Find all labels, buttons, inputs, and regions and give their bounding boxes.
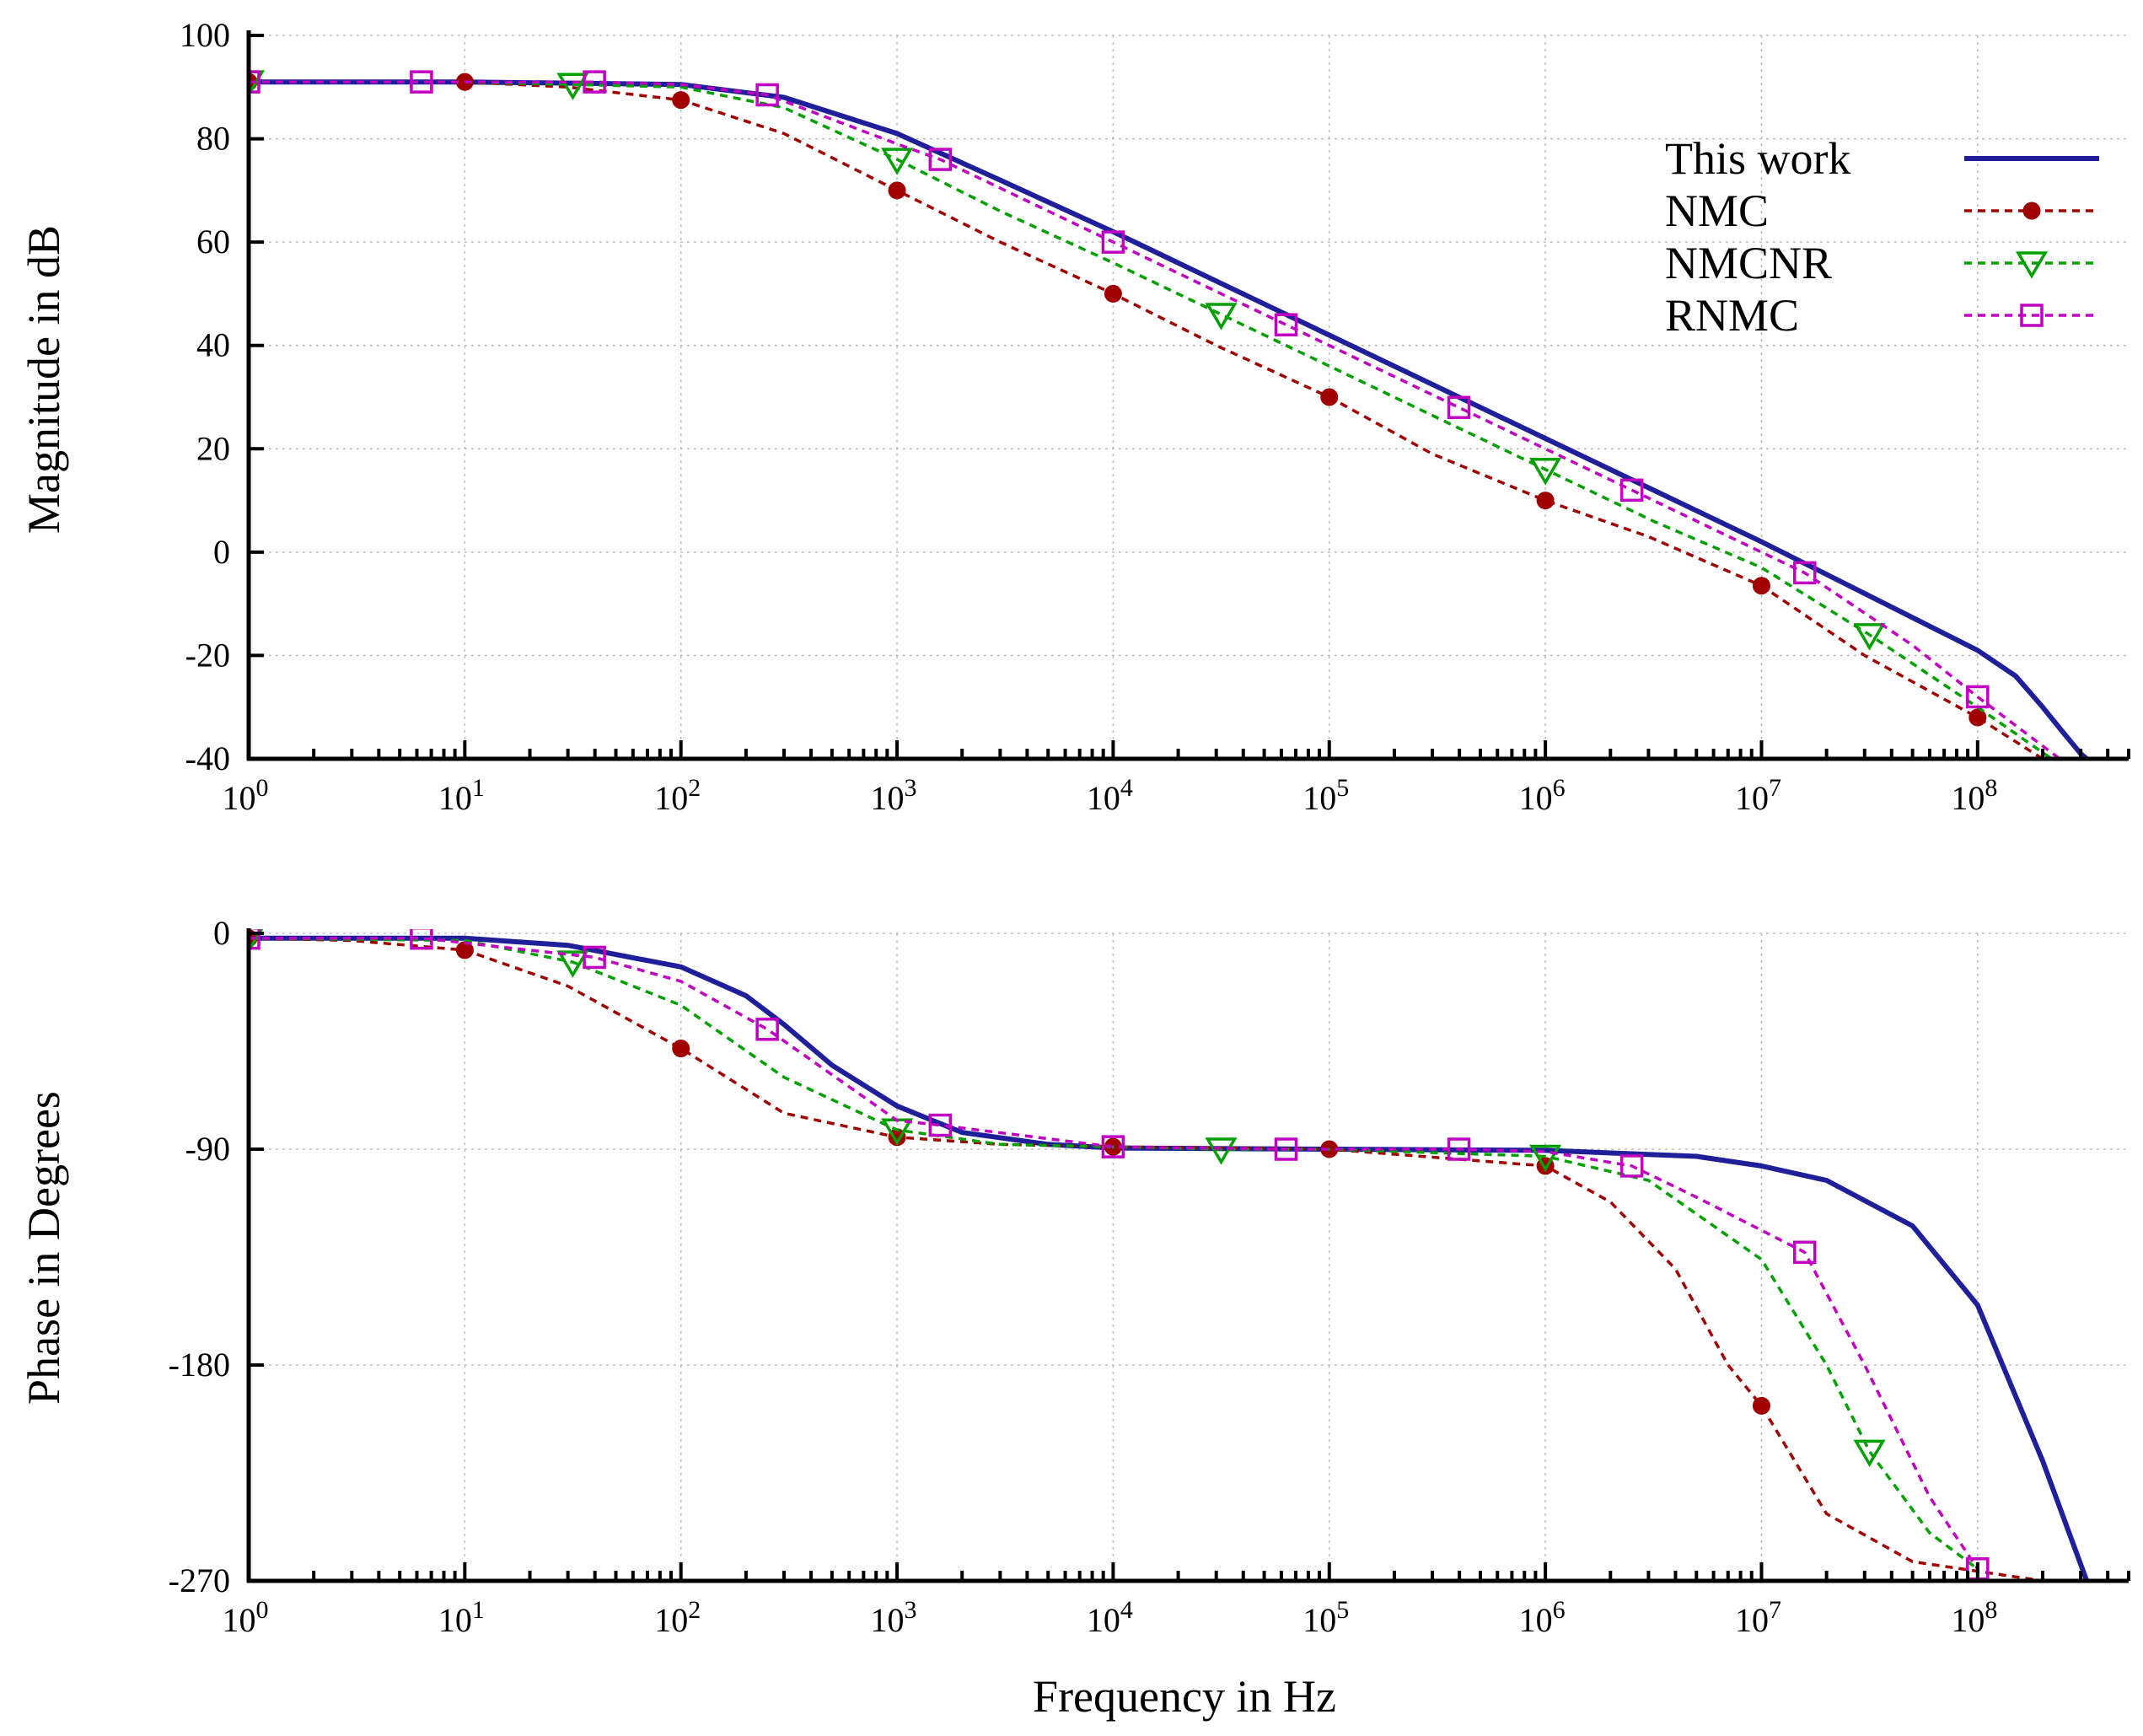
- magnitude-x-tick-label: 104: [1087, 774, 1133, 817]
- magnitude-x-tick-label: 107: [1735, 774, 1781, 817]
- magnitude-grid: [249, 35, 2129, 759]
- legend-item-nmcnr: NMCNR: [1665, 238, 2099, 288]
- phase-x-tick-label: 108: [1951, 1596, 1997, 1639]
- phase-marker-rnmc: [1619, 1154, 1644, 1178]
- phase-marker-nmcnr: [1853, 1439, 1886, 1468]
- phase-x-tick-label: 103: [871, 1596, 917, 1639]
- phase-marker-nmcnr: [1529, 1144, 1562, 1173]
- magnitude-marker-nmcnr: [1529, 458, 1562, 486]
- phase-y-tick-label: 0: [213, 914, 230, 952]
- phase-series-line-nmcnr: [249, 936, 1979, 1571]
- phase-marker-nmcnr: [1205, 1137, 1238, 1165]
- magnitude-x-tick-label: 102: [654, 774, 701, 817]
- magnitude-x-tick-label: 105: [1302, 774, 1349, 817]
- magnitude-marker-nmcnr: [1853, 623, 1886, 651]
- magnitude-x-tick-label: 100: [223, 774, 269, 817]
- phase-marker-rnmc: [1101, 1135, 1125, 1158]
- magnitude-x-tick-label: 101: [438, 774, 485, 817]
- magnitude-series-line-nmc: [249, 80, 2044, 759]
- magnitude-marker-nmc: [888, 181, 906, 200]
- legend-label: NMCNR: [1665, 238, 1832, 288]
- phase-marker-rnmc: [249, 929, 260, 950]
- magnitude-x-tick-label: 106: [1519, 774, 1566, 817]
- legend-marker-sample: [2015, 251, 2049, 279]
- phase-x-tick-label: 105: [1302, 1596, 1349, 1639]
- magnitude-y-tick-label: 60: [196, 223, 230, 261]
- magnitude-marker-rnmc: [755, 83, 779, 107]
- magnitude-marker-rnmc: [249, 70, 260, 94]
- magnitude-marker-nmc: [1104, 284, 1122, 303]
- phase-x-tick-label: 106: [1519, 1596, 1566, 1639]
- magnitude-marker-nmcnr: [1205, 303, 1238, 331]
- magnitude-x-tick-label: 103: [871, 774, 917, 817]
- magnitude-marker-rnmc: [928, 148, 953, 171]
- magnitude-marker-nmc: [1320, 388, 1339, 406]
- phase-y-axis-title: Phase in Degrees: [19, 1091, 69, 1405]
- magnitude-x-tick-label: 108: [1951, 774, 1997, 817]
- magnitude-marker-nmc: [1752, 577, 1770, 595]
- phase-marker-rnmc: [1447, 1137, 1471, 1161]
- magnitude-marker-nmcnr: [880, 148, 914, 175]
- magnitude-y-tick-label: -20: [185, 636, 230, 674]
- legend-item-nmc: NMC: [1665, 185, 2099, 236]
- magnitude-marker-nmc: [1968, 708, 1987, 727]
- legend-item-rnmc: RNMC: [1665, 290, 2099, 341]
- phase-y-tick-label: -270: [169, 1561, 230, 1599]
- magnitude-marker-nmc: [1536, 492, 1555, 510]
- magnitude-marker-nmc: [672, 91, 690, 110]
- legend-label: NMC: [1665, 185, 1769, 236]
- phase-y-tick-label: -90: [185, 1130, 230, 1168]
- phase-curves: [249, 929, 2090, 1581]
- phase-x-tick-label: 100: [223, 1596, 269, 1639]
- magnitude-panel: -40 -20 0 20 40 60 80 100 100 101 102 103 104 105 106 1…: [19, 16, 2130, 817]
- phase-marker-nmcnr: [556, 950, 589, 978]
- phase-marker-rnmc: [1274, 1137, 1298, 1161]
- phase-series-line-rnmc: [249, 936, 1979, 1570]
- phase-x-tick-label: 101: [438, 1596, 485, 1639]
- phase-marker-rnmc: [928, 1113, 953, 1137]
- magnitude-y-tick-label: 100: [180, 16, 230, 54]
- magnitude-marker-rnmc: [1274, 313, 1298, 336]
- phase-marker-rnmc: [583, 945, 606, 970]
- magnitude-y-tick-label: 20: [196, 429, 230, 467]
- phase-marker-rnmc: [410, 929, 433, 950]
- magnitude-marker-nmcnr: [556, 73, 589, 100]
- legend-label: This work: [1665, 133, 1850, 184]
- legend-label: RNMC: [1665, 290, 1799, 341]
- phase-x-tick-label: 104: [1087, 1596, 1133, 1639]
- magnitude-y-tick-label: 40: [196, 326, 230, 364]
- magnitude-marker-rnmc: [1101, 230, 1125, 254]
- magnitude-series-line-rnmc: [249, 80, 2061, 759]
- magnitude-y-axis-title: Magnitude in dB: [19, 225, 69, 534]
- magnitude-marker-rnmc: [1966, 685, 1990, 709]
- phase-marker-nmc: [1752, 1396, 1770, 1415]
- x-axis-title: Frequency in Hz: [1033, 1671, 1336, 1722]
- magnitude-marker-rnmc: [583, 70, 606, 94]
- phase-x-tick-label: 107: [1735, 1596, 1781, 1639]
- phase-marker-nmc: [672, 1040, 690, 1058]
- magnitude-axes: -40 -20 0 20 40 60 80 100 100 101 102 103 104 105 106 1…: [180, 16, 2130, 817]
- phase-axes: -270 -180 -90 0 100 101 102 103 104 105 106 107 108: [169, 914, 2130, 1639]
- legend-item-this-work: This work: [1665, 133, 2099, 184]
- phase-marker-rnmc: [1792, 1240, 1817, 1265]
- phase-marker-rnmc: [755, 1018, 779, 1041]
- legend-marker-sample: [2022, 202, 2041, 220]
- magnitude-marker-rnmc: [1792, 561, 1817, 585]
- magnitude-marker-rnmc: [1447, 395, 1471, 420]
- magnitude-y-tick-label: 80: [196, 120, 230, 158]
- magnitude-marker-rnmc: [410, 70, 433, 94]
- magnitude-y-tick-label: -40: [185, 739, 230, 777]
- magnitude-series-line-nmcnr: [249, 80, 2053, 759]
- phase-x-tick-label: 102: [654, 1596, 701, 1639]
- magnitude-marker-rnmc: [1619, 478, 1644, 503]
- magnitude-y-tick-label: 0: [213, 533, 230, 571]
- phase-y-tick-label: -180: [169, 1346, 230, 1384]
- legend-marker-sample: [2020, 304, 2044, 327]
